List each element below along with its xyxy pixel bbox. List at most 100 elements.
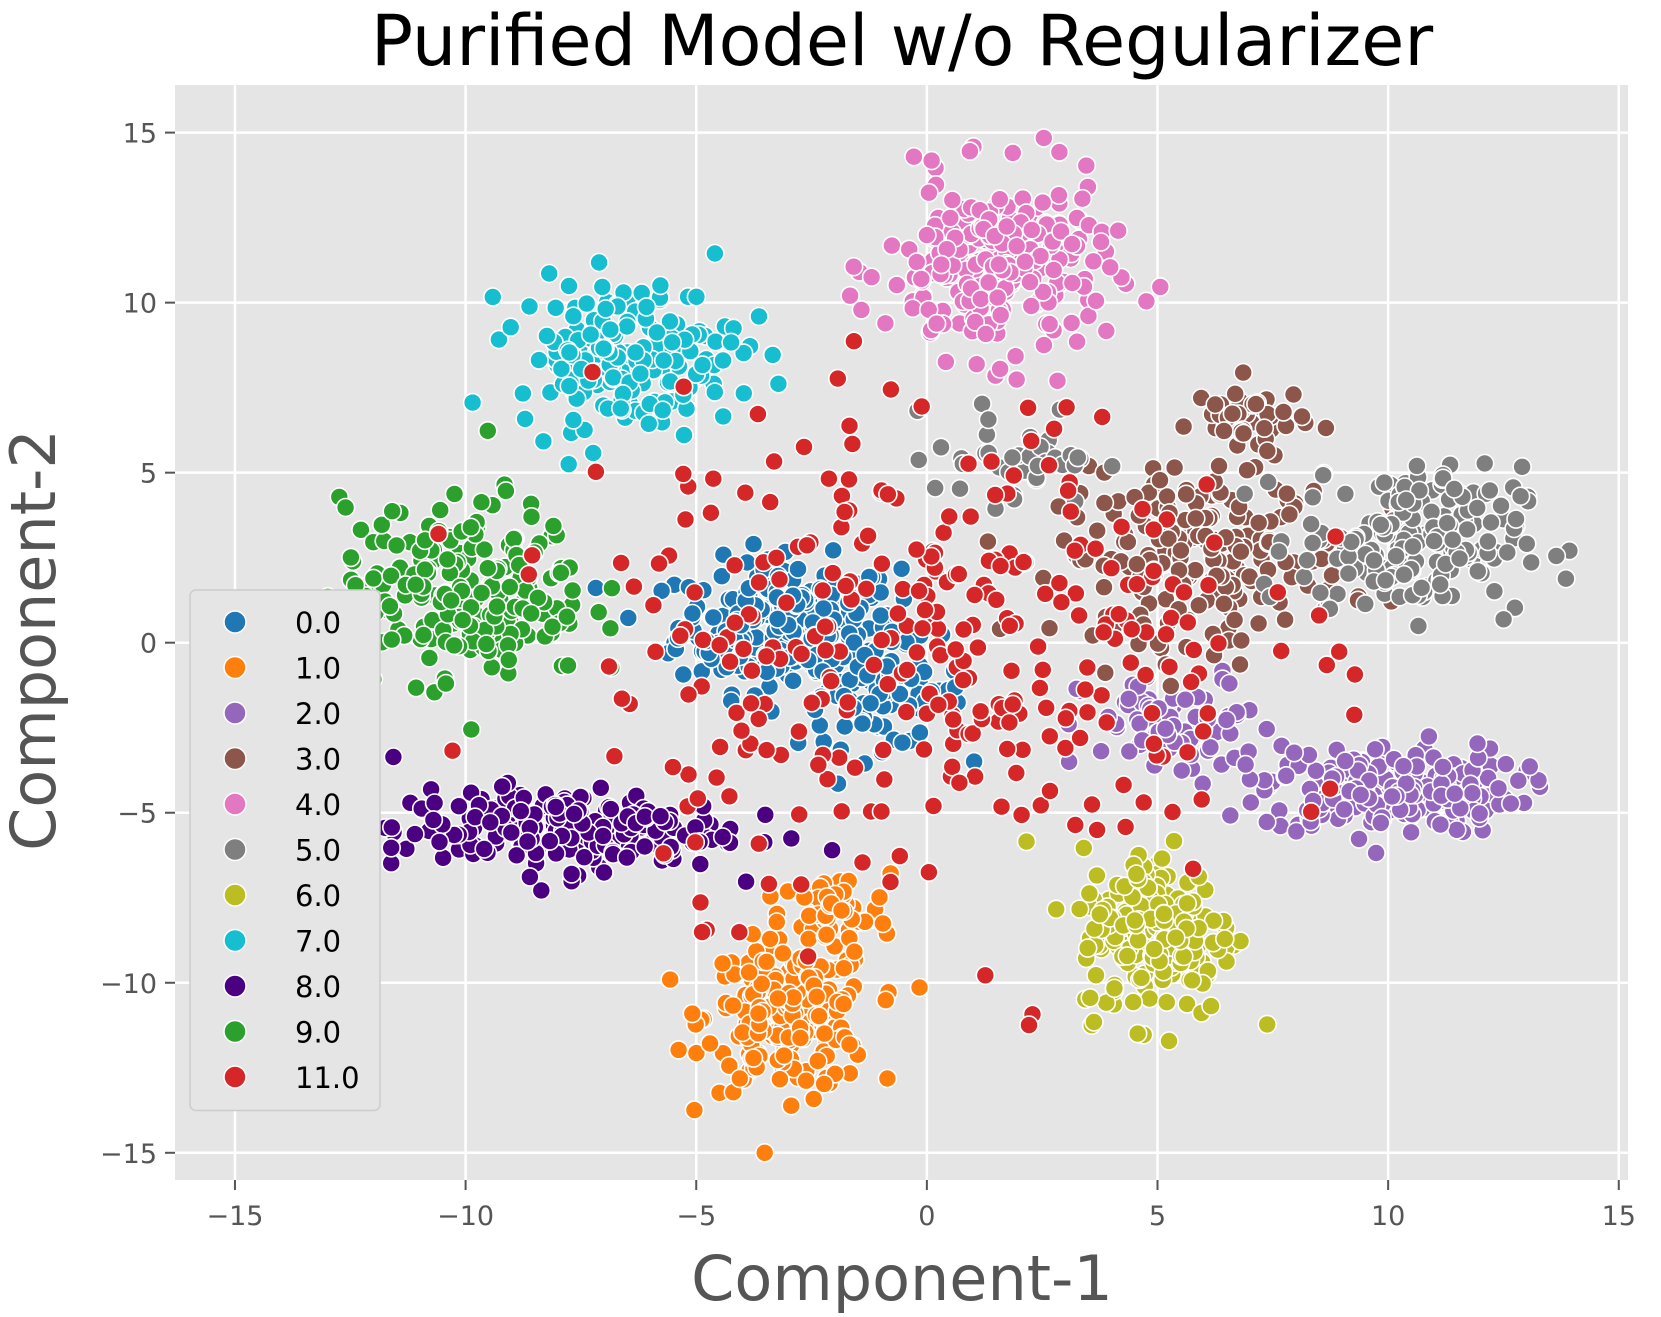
- data-point: [651, 580, 672, 601]
- data-point: [1209, 456, 1229, 476]
- data-point: [1173, 416, 1194, 437]
- data-point: [909, 581, 929, 601]
- data-point: [1322, 565, 1342, 586]
- data-point: [1006, 369, 1027, 390]
- data-point: [1067, 331, 1087, 352]
- data-point: [875, 990, 896, 1011]
- data-point: [1292, 406, 1312, 427]
- data-point: [1182, 970, 1202, 991]
- data-point: [703, 468, 724, 489]
- data-point: [881, 379, 901, 400]
- data-point: [1095, 662, 1116, 683]
- data-point: [803, 1089, 824, 1109]
- legend-marker: [223, 746, 247, 771]
- data-point: [1374, 472, 1395, 493]
- data-point: [748, 404, 768, 424]
- data-point: [1069, 605, 1089, 626]
- data-point: [945, 639, 966, 660]
- data-point: [1100, 257, 1120, 278]
- data-point: [492, 776, 513, 797]
- data-point: [939, 506, 960, 527]
- data-point: [645, 641, 666, 662]
- series-4.0: [840, 128, 1171, 391]
- data-point: [462, 392, 483, 413]
- data-point: [822, 563, 843, 583]
- data-point: [762, 345, 783, 365]
- data-point: [1076, 155, 1097, 176]
- data-point: [1276, 765, 1296, 786]
- data-point: [430, 500, 451, 520]
- series-6.0: [1016, 831, 1277, 1051]
- data-point: [1246, 394, 1266, 414]
- data-point: [1001, 660, 1022, 681]
- data-point: [1309, 605, 1329, 626]
- data-point: [593, 338, 614, 359]
- data-point: [574, 847, 595, 868]
- data-point: [815, 640, 836, 661]
- data-point: [1258, 472, 1278, 492]
- data-point: [618, 608, 639, 628]
- data-point: [1113, 775, 1134, 795]
- data-point: [386, 535, 407, 556]
- data-point: [726, 702, 747, 723]
- data-point: [687, 788, 708, 809]
- data-point: [487, 596, 507, 617]
- data-point: [891, 558, 912, 579]
- y-tick-label: −15: [100, 1139, 157, 1170]
- data-point: [1039, 314, 1060, 334]
- data-point: [499, 577, 520, 597]
- data-point: [1216, 710, 1237, 730]
- data-point: [1480, 480, 1500, 501]
- data-point: [1442, 529, 1463, 550]
- data-point: [616, 847, 637, 868]
- data-point: [652, 400, 673, 421]
- data-point: [1303, 487, 1323, 508]
- data-point: [1111, 516, 1132, 537]
- data-point: [1070, 728, 1090, 748]
- data-point: [1077, 938, 1098, 958]
- data-point: [1241, 792, 1261, 813]
- data-point: [808, 754, 829, 775]
- data-point: [678, 764, 699, 785]
- data-point: [521, 506, 542, 527]
- data-point: [1233, 362, 1253, 383]
- data-point: [1083, 251, 1104, 272]
- data-point: [712, 827, 733, 847]
- y-tick-label: 10: [123, 289, 157, 320]
- data-point: [673, 664, 694, 685]
- data-point: [1139, 988, 1160, 1009]
- data-point: [1155, 718, 1176, 739]
- data-point: [789, 721, 809, 742]
- data-point: [1055, 738, 1076, 758]
- data-point: [990, 556, 1011, 576]
- data-points: [317, 128, 1580, 1163]
- data-point: [1344, 704, 1365, 725]
- data-point: [551, 562, 571, 583]
- data-point: [1268, 582, 1288, 603]
- data-point: [822, 840, 842, 861]
- data-point: [886, 275, 907, 295]
- data-point: [593, 826, 613, 846]
- data-point: [975, 324, 996, 344]
- data-point: [1028, 636, 1048, 657]
- data-point: [585, 578, 606, 598]
- data-point: [1233, 423, 1254, 444]
- data-point: [1271, 641, 1291, 661]
- series-9.0: [317, 420, 622, 740]
- data-point: [1222, 403, 1243, 424]
- legend-marker: [223, 837, 247, 862]
- y-tick-label: 0: [140, 629, 157, 660]
- data-point: [1408, 616, 1429, 636]
- data-point: [743, 1048, 764, 1068]
- data-point: [948, 564, 969, 584]
- data-point: [1193, 721, 1213, 742]
- data-point: [1430, 574, 1450, 595]
- data-point: [501, 822, 522, 843]
- data-point: [675, 509, 696, 530]
- data-point: [943, 709, 964, 730]
- data-point: [531, 880, 552, 901]
- data-point: [542, 616, 563, 637]
- data-point: [909, 977, 930, 998]
- data-point: [807, 1051, 828, 1071]
